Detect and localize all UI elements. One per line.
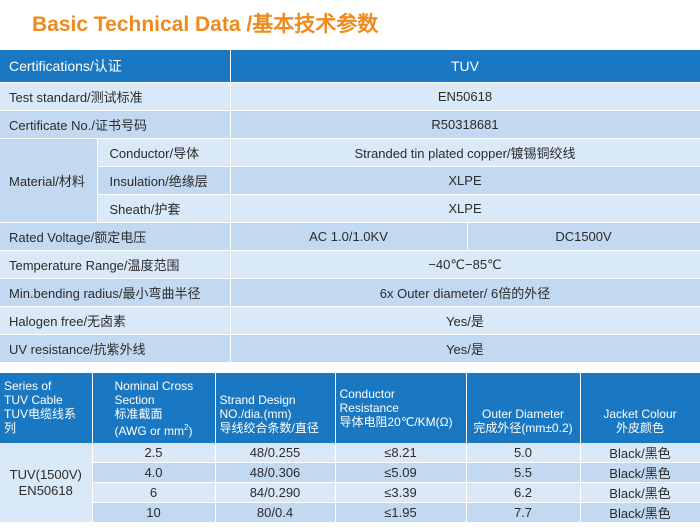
series-header-line1: Series of xyxy=(4,379,52,393)
cert-value: TUV xyxy=(230,50,700,83)
strand-cell: 84/0.290 xyxy=(215,482,336,503)
jacket-cell: Black/黑色 xyxy=(580,462,700,483)
series-header-line2: TUV Cable xyxy=(4,393,63,407)
resistance-cell: ≤8.21 xyxy=(335,443,467,463)
bend-label: Min.bending radius/最小弯曲半径 xyxy=(0,278,231,307)
uv-value: Yes/是 xyxy=(230,334,700,363)
product-header-row: Series of TUV Cable TUV电缆线系列 Nominal Cro… xyxy=(0,373,700,443)
section-cell: 4.0 xyxy=(92,462,216,483)
jacket-header-line2: 外皮颜色 xyxy=(615,421,664,435)
section-header-line3: 标准截面 xyxy=(114,406,163,421)
table-row: 6 84/0.290 ≤3.39 6.2 Black/黑色 xyxy=(0,482,700,503)
series-header-line3: TUV电缆线系列 xyxy=(4,407,77,435)
cert-label: Certifications/认证 xyxy=(0,50,231,83)
certificate-no-row: Certificate No./证书号码 R50318681 xyxy=(0,110,700,139)
certifications-row: Certifications/认证 TUV xyxy=(0,50,700,83)
od-cell: 5.0 xyxy=(466,443,581,463)
test-standard-value: EN50618 xyxy=(230,82,700,111)
section-header-line2: Section xyxy=(114,392,155,407)
sheath-label: Sheath/护套 xyxy=(97,194,231,223)
bend-value: 6x Outer diameter/ 6倍的外径 xyxy=(230,278,700,307)
od-cell: 5.5 xyxy=(466,462,581,483)
insulation-label: Insulation/绝缘层 xyxy=(97,166,231,195)
cert-no-value: R50318681 xyxy=(230,110,700,139)
resistance-header-line2: Resistance xyxy=(339,401,399,415)
od-header-line1: Outer Diameter xyxy=(481,407,565,421)
od-header-line2: 完成外径(mm±0.2) xyxy=(473,421,573,435)
temp-value: −40℃−85℃ xyxy=(230,250,700,279)
table-row: 10 80/0.4 ≤1.95 7.7 Black/黑色 xyxy=(0,502,700,523)
strand-header: Strand Design NO./dia.(mm) 导线绞合条数/直径 xyxy=(215,373,336,443)
jacket-header-line1: Jacket Colour xyxy=(603,407,677,421)
od-cell: 7.7 xyxy=(466,502,581,523)
resistance-header: Conductor Resistance 导体电阻20℃/KM(Ω) xyxy=(335,373,467,443)
conductor-value: Stranded tin plated copper/镀锡铜绞线 xyxy=(230,138,700,167)
table-row: 4.0 48/0.306 ≤5.09 5.5 Black/黑色 xyxy=(0,462,700,483)
test-standard-label: Test standard/测试标准 xyxy=(0,82,231,111)
conductor-label: Conductor/导体 xyxy=(97,138,231,167)
strand-cell: 48/0.255 xyxy=(215,443,336,463)
product-table: Series of TUV Cable TUV电缆线系列 Nominal Cro… xyxy=(0,373,700,523)
resistance-header-line1: Conductor xyxy=(339,387,395,401)
series-line1: TUV(1500V) xyxy=(9,466,82,482)
table-row: TUV(1500V) EN50618 2.5 48/0.255 ≤8.21 5.… xyxy=(0,443,700,523)
jacket-cell: Black/黑色 xyxy=(580,482,700,503)
halogen-row: Halogen free/无卤素 Yes/是 xyxy=(0,306,700,335)
strand-cell: 80/0.4 xyxy=(215,502,336,523)
material-label: Material/材料 xyxy=(0,138,98,223)
halogen-label: Halogen free/无卤素 xyxy=(0,306,231,335)
series-line2: EN50618 xyxy=(18,482,73,498)
section-header-line4: (AWG or mm2) xyxy=(115,421,211,438)
series-cell: TUV(1500V) EN50618 xyxy=(0,443,93,523)
insulation-value: XLPE xyxy=(230,166,700,195)
halogen-value: Yes/是 xyxy=(230,306,700,335)
rated-voltage-dc: DC1500V xyxy=(467,222,700,251)
strand-header-line3: 导线绞合条数/直径 xyxy=(219,421,319,435)
strand-cell: 48/0.306 xyxy=(215,462,336,483)
jacket-cell: Black/黑色 xyxy=(580,502,700,523)
technical-data-table: Certifications/认证 TUV Test standard/测试标准… xyxy=(0,50,700,363)
temp-label: Temperature Range/温度范围 xyxy=(0,250,231,279)
jacket-cell: Black/黑色 xyxy=(580,443,700,463)
strand-header-line2: NO./dia.(mm) xyxy=(219,407,292,421)
sheath-row: Sheath/护套 XLPE xyxy=(0,194,700,223)
sheath-value: XLPE xyxy=(230,194,700,223)
section-header: Nominal Cross Section 标准截面 (AWG or mm2) xyxy=(92,373,216,443)
uv-row: UV resistance/抗紫外线 Yes/是 xyxy=(0,334,700,363)
resistance-cell: ≤3.39 xyxy=(335,482,467,503)
bending-radius-row: Min.bending radius/最小弯曲半径 6x Outer diame… xyxy=(0,278,700,307)
cert-no-label: Certificate No./证书号码 xyxy=(0,110,231,139)
rated-voltage-row: Rated Voltage/额定电压 AC 1.0/1.0KV DC1500V xyxy=(0,222,700,251)
section-header-line1: Nominal Cross xyxy=(114,378,194,393)
section-cell: 10 xyxy=(92,502,216,523)
series-header: Series of TUV Cable TUV电缆线系列 xyxy=(0,373,93,443)
insulation-row: Insulation/绝缘层 XLPE xyxy=(0,166,700,195)
uv-label: UV resistance/抗紫外线 xyxy=(0,334,231,363)
conductor-row: Material/材料 Conductor/导体 Stranded tin pl… xyxy=(0,138,700,223)
temperature-row: Temperature Range/温度范围 −40℃−85℃ xyxy=(0,250,700,279)
test-standard-row: Test standard/测试标准 EN50618 xyxy=(0,82,700,111)
jacket-header: Jacket Colour 外皮颜色 xyxy=(580,373,700,443)
rated-voltage-label: Rated Voltage/额定电压 xyxy=(0,222,231,251)
rated-voltage-ac: AC 1.0/1.0KV xyxy=(230,222,468,251)
page-title: Basic Technical Data /基本技术参数 xyxy=(32,13,379,36)
resistance-cell: ≤1.95 xyxy=(335,502,467,523)
strand-header-line1: Strand Design xyxy=(219,393,296,407)
section-unit-close: ) xyxy=(188,423,193,438)
section-cell: 6 xyxy=(92,482,216,503)
resistance-cell: ≤5.09 xyxy=(335,462,467,483)
section-unit-sup: 2 xyxy=(184,422,189,432)
section-cell: 2.5 xyxy=(92,443,216,463)
od-cell: 6.2 xyxy=(466,482,581,503)
outer-diameter-header: Outer Diameter 完成外径(mm±0.2) xyxy=(466,373,581,443)
section-unit-text: (AWG or mm xyxy=(114,423,185,438)
resistance-header-line3: 导体电阻20℃/KM(Ω) xyxy=(339,415,453,429)
